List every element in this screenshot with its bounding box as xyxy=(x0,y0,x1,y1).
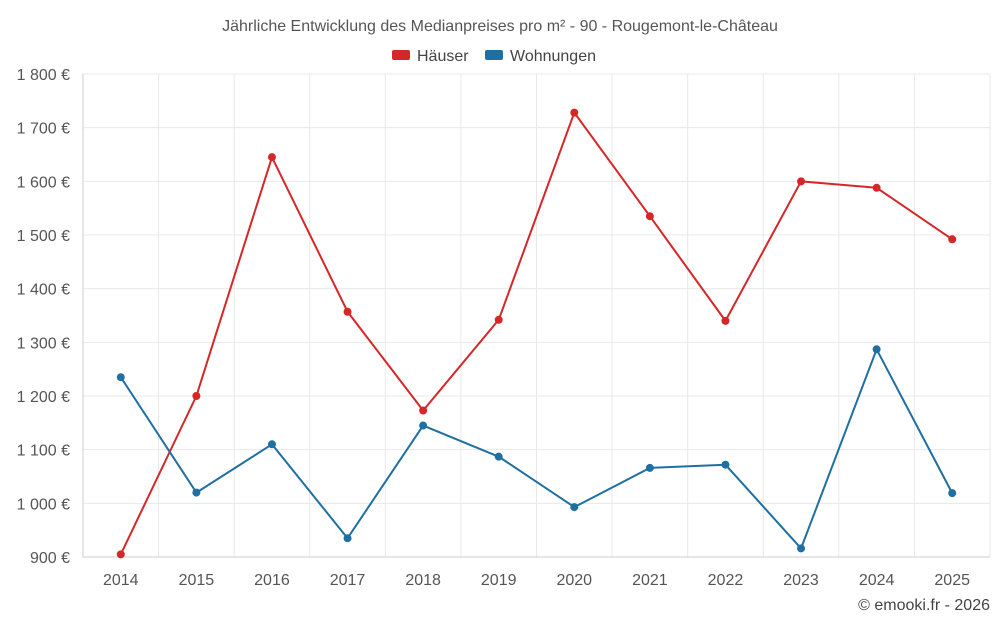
legend-label: Wohnungen xyxy=(510,48,596,65)
data-point[interactable] xyxy=(116,550,125,559)
x-tick-label: 2017 xyxy=(330,572,366,589)
data-point[interactable] xyxy=(419,421,428,430)
data-point[interactable] xyxy=(494,452,503,461)
x-tick-label: 2019 xyxy=(481,572,517,589)
data-point[interactable] xyxy=(116,373,125,382)
legend-swatch xyxy=(392,50,410,60)
data-point[interactable] xyxy=(872,183,881,192)
data-point[interactable] xyxy=(343,307,352,316)
y-tick-label: 1 000 € xyxy=(17,496,70,513)
y-tick-label: 900 € xyxy=(30,550,70,567)
data-point[interactable] xyxy=(797,177,806,186)
x-tick-label: 2023 xyxy=(783,572,819,589)
grid xyxy=(82,73,991,557)
x-tick-label: 2020 xyxy=(556,572,592,589)
x-tick-label: 2024 xyxy=(859,572,895,589)
data-point[interactable] xyxy=(645,212,654,221)
data-point[interactable] xyxy=(192,488,201,497)
y-tick-label: 1 100 € xyxy=(17,443,70,460)
x-tick-label: 2022 xyxy=(708,572,744,589)
y-tick-label: 1 700 € xyxy=(17,121,70,138)
series-line xyxy=(119,111,953,555)
data-point[interactable] xyxy=(267,440,276,449)
y-tick-label: 1 500 € xyxy=(17,228,70,245)
series xyxy=(116,108,957,559)
data-point[interactable] xyxy=(721,316,730,325)
data-point[interactable] xyxy=(872,345,881,354)
x-tick-label: 2014 xyxy=(103,572,139,589)
legend: Häuser Wohnungen xyxy=(392,48,596,65)
series-haeuser xyxy=(116,108,957,559)
legend-swatch xyxy=(485,50,503,60)
series-line xyxy=(119,348,954,550)
x-axis: 2014 2015 2016 2017 2018 2019 2020 2021 2022 2023… xyxy=(83,556,990,589)
data-point[interactable] xyxy=(721,460,730,469)
data-point[interactable] xyxy=(948,489,957,498)
x-tick-label: 2021 xyxy=(632,572,668,589)
y-tick-label: 1 600 € xyxy=(17,174,70,191)
x-tick-label: 2016 xyxy=(254,572,290,589)
chart-title: Jährliche Entwicklung des Medianpreises … xyxy=(222,18,778,35)
credit-text: © emooki.fr - 2026 xyxy=(858,597,990,614)
x-tick-label: 2015 xyxy=(179,572,215,589)
data-point[interactable] xyxy=(570,503,579,512)
data-point[interactable] xyxy=(192,392,201,400)
y-tick-label: 1 800 € xyxy=(17,67,70,84)
series-wohnungen xyxy=(116,345,957,553)
y-tick-label: 1 300 € xyxy=(17,335,70,352)
data-point[interactable] xyxy=(267,153,276,162)
data-point[interactable] xyxy=(343,534,352,543)
legend-item[interactable]: Häuser xyxy=(392,48,469,65)
x-tick-label: 2018 xyxy=(405,572,441,589)
y-tick-label: 1 400 € xyxy=(17,282,70,299)
x-tick-label: 2025 xyxy=(934,572,970,589)
data-point[interactable] xyxy=(645,463,654,472)
data-point[interactable] xyxy=(419,406,428,415)
y-axis: 900 € 1 000 € 1 100 € 1 200 € 1 300 € 1 400 €… xyxy=(17,67,84,567)
legend-label: Häuser xyxy=(417,48,469,65)
y-tick-label: 1 200 € xyxy=(17,389,70,406)
data-point[interactable] xyxy=(570,108,579,117)
data-point[interactable] xyxy=(948,235,957,244)
legend-item[interactable]: Wohnungen xyxy=(485,48,596,65)
data-point[interactable] xyxy=(494,315,503,324)
data-point[interactable] xyxy=(797,544,806,553)
